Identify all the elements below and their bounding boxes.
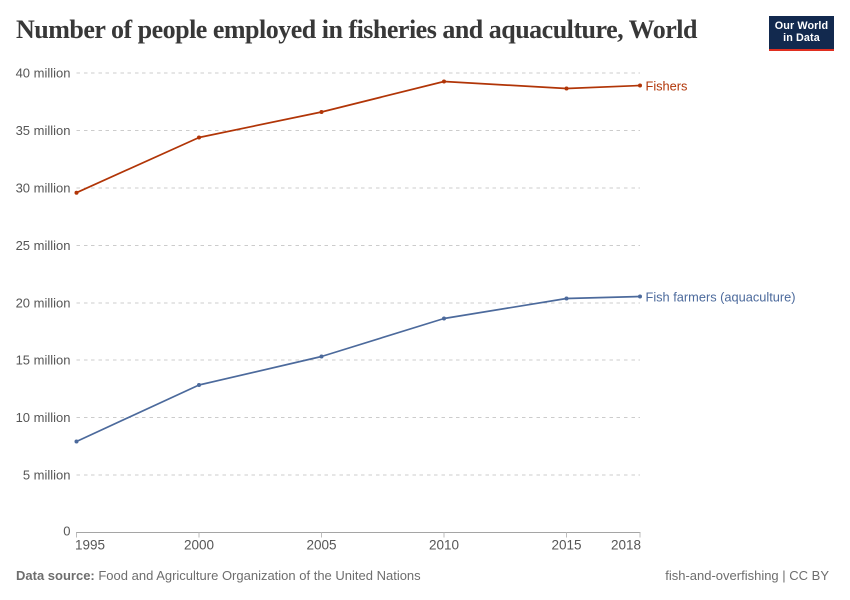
svg-text:2000: 2000 [184,538,214,553]
svg-text:10 million: 10 million [16,410,71,425]
svg-text:1995: 1995 [75,538,105,553]
svg-text:25 million: 25 million [16,238,71,253]
svg-text:35 million: 35 million [16,123,71,138]
svg-text:30 million: 30 million [16,181,71,196]
svg-text:0: 0 [63,524,70,539]
svg-text:Fish farmers (aquaculture): Fish farmers (aquaculture) [646,290,796,305]
svg-text:2010: 2010 [429,538,459,553]
svg-text:20 million: 20 million [16,295,71,310]
svg-text:2005: 2005 [306,538,336,553]
svg-text:40 million: 40 million [16,66,71,81]
svg-text:2018: 2018 [611,538,641,553]
svg-text:Fishers: Fishers [646,79,688,94]
svg-text:2015: 2015 [551,538,581,553]
svg-text:5 million: 5 million [23,468,71,483]
svg-text:15 million: 15 million [16,353,71,368]
